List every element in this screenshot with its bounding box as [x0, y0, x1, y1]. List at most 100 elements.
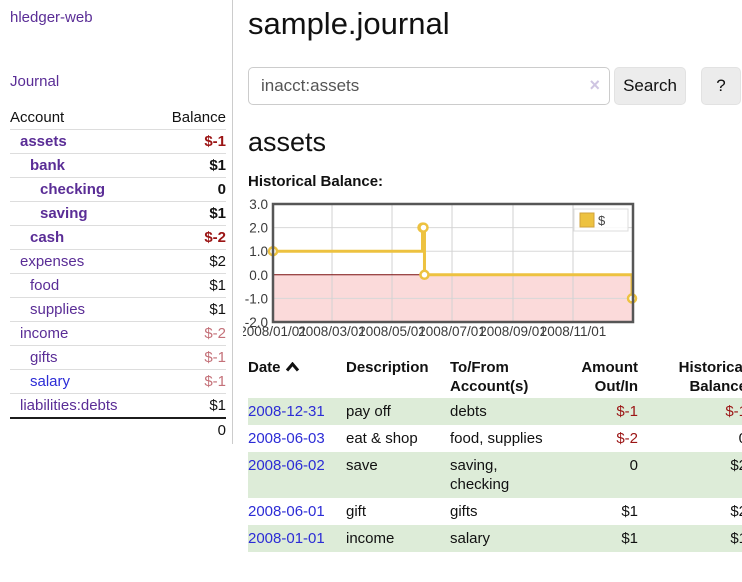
- historical-balance-chart: $3.0 2.0 1.0 0.0 -1.0 -2.0 2008/01/01 2008/03/0…: [243, 197, 742, 340]
- account-link-gifts[interactable]: gifts: [30, 349, 58, 366]
- transaction-balance: $1: [730, 530, 742, 547]
- accounts-total-row: 0: [10, 418, 226, 442]
- account-link-assets[interactable]: assets: [20, 133, 67, 150]
- svg-text:1.0: 1.0: [249, 244, 268, 259]
- transaction-accounts: saving, checking: [450, 457, 510, 493]
- page-title: sample.journal: [248, 6, 450, 41]
- account-link-cash[interactable]: cash: [30, 229, 65, 246]
- transaction-amount: $1: [621, 503, 638, 520]
- transaction-amount: $1: [621, 530, 638, 547]
- register-row: 2008-12-31 pay off debts $-1 $-1: [248, 398, 742, 425]
- account-link-income[interactable]: income: [20, 325, 69, 342]
- account-balance: $-1: [204, 373, 226, 390]
- sidebar: hledger-web Journal Account Balance asse…: [0, 0, 233, 444]
- svg-text:-2.0: -2.0: [245, 315, 268, 330]
- svg-text:2008/05/01: 2008/05/01: [358, 324, 426, 339]
- account-balance: $-2: [204, 325, 226, 342]
- transaction-date-link[interactable]: 2008-01-01: [248, 530, 325, 547]
- svg-text:2008/07/01: 2008/07/01: [418, 324, 486, 339]
- register-row: 2008-01-01 income salary $1 $1: [248, 525, 742, 552]
- svg-text:2.0: 2.0: [249, 221, 268, 236]
- main-content: sample.journal × Search ? assets Histori…: [243, 0, 742, 552]
- account-row: gifts $-1: [10, 345, 226, 370]
- accounts-header-row: Account Balance: [10, 106, 226, 130]
- transaction-amount: $-2: [616, 430, 638, 447]
- search-input[interactable]: [248, 67, 610, 105]
- sidebar-item-journal[interactable]: Journal: [10, 73, 60, 90]
- account-row: liabilities:debts $1: [10, 393, 226, 419]
- register-row: 2008-06-01 gift gifts $1 $2: [248, 498, 742, 525]
- svg-text:2008/01/01: 2008/01/01: [243, 324, 307, 339]
- accounts-total-value: 0: [217, 422, 226, 439]
- transaction-accounts: food, supplies: [450, 430, 543, 447]
- register-header-amount: Amount Out/In: [581, 359, 638, 395]
- register-header-row: Date Description To/From Account(s) Amou…: [248, 356, 742, 398]
- svg-text:2008/03/01: 2008/03/01: [298, 324, 366, 339]
- transaction-balance: $2: [730, 503, 742, 520]
- account-balance: $1: [209, 205, 226, 222]
- account-link-salary[interactable]: salary: [30, 373, 71, 390]
- clear-search-icon[interactable]: ×: [589, 75, 600, 95]
- account-balance: $-1: [204, 133, 226, 150]
- transaction-balance: 0: [643, 425, 742, 452]
- account-row: checking 0: [10, 177, 226, 202]
- transaction-date-link[interactable]: 2008-06-03: [248, 430, 325, 447]
- transaction-description: pay off: [346, 403, 391, 420]
- app-title-link[interactable]: hledger-web: [10, 9, 93, 26]
- register-table: Date Description To/From Account(s) Amou…: [248, 356, 742, 552]
- account-row: bank $1: [10, 153, 226, 178]
- svg-text:2008/11/01: 2008/11/01: [540, 324, 607, 339]
- svg-text:$: $: [598, 213, 606, 228]
- account-link-liabilities-debts[interactable]: liabilities:debts: [20, 397, 118, 414]
- account-row: food $1: [10, 273, 226, 298]
- account-balance: 0: [217, 181, 226, 198]
- account-link-bank[interactable]: bank: [30, 157, 66, 174]
- chart-title: Historical Balance:: [248, 173, 384, 190]
- account-heading: assets: [248, 127, 327, 157]
- account-balance: $-1: [204, 349, 226, 366]
- register-header-accounts: To/From Account(s): [450, 359, 529, 395]
- svg-text:-1.0: -1.0: [245, 291, 268, 306]
- account-balance: $1: [209, 277, 226, 294]
- account-balance: $1: [209, 157, 226, 174]
- account-row: supplies $1: [10, 297, 226, 322]
- transaction-accounts: gifts: [450, 503, 478, 520]
- search-bar: × Search ?: [248, 67, 742, 105]
- transaction-date-link[interactable]: 2008-12-31: [248, 403, 325, 420]
- svg-text:0.0: 0.0: [249, 268, 268, 283]
- search-button[interactable]: Search: [614, 67, 686, 105]
- account-link-checking[interactable]: checking: [40, 181, 106, 198]
- register-row: 2008-06-02 save saving, checking 0 $2: [248, 452, 742, 498]
- account-row: expenses $2: [10, 249, 226, 274]
- account-row: income $-2: [10, 321, 226, 346]
- register-header-description: Description: [346, 359, 429, 376]
- register-header-balance: Historical Balance: [678, 359, 742, 395]
- transaction-description: eat & shop: [346, 430, 418, 447]
- account-row: saving $1: [10, 201, 226, 226]
- transaction-accounts: debts: [450, 403, 487, 420]
- register-header-date[interactable]: Date: [248, 356, 346, 398]
- svg-text:3.0: 3.0: [249, 197, 268, 212]
- account-link-saving[interactable]: saving: [40, 205, 88, 222]
- transaction-date-link[interactable]: 2008-06-01: [248, 503, 325, 520]
- transaction-amount: $-1: [616, 403, 638, 420]
- account-balance: $1: [209, 397, 226, 414]
- svg-text:2008/09/01: 2008/09/01: [479, 324, 547, 339]
- account-balance: $2: [209, 253, 226, 270]
- accounts-header-balance: Balance: [171, 109, 226, 126]
- accounts-table: Account Balance assets $-1 bank $1 checking 0…: [10, 106, 226, 442]
- account-balance: $-2: [204, 229, 226, 246]
- transaction-description: income: [346, 530, 395, 547]
- chevron-up-icon: [285, 358, 300, 377]
- transaction-balance: $2: [730, 457, 742, 474]
- register-row: 2008-06-03 eat & shop food, supplies $-2 0: [248, 425, 742, 452]
- transaction-date-link[interactable]: 2008-06-02: [248, 457, 325, 474]
- account-link-food[interactable]: food: [30, 277, 60, 294]
- account-link-expenses[interactable]: expenses: [20, 253, 85, 270]
- account-link-supplies[interactable]: supplies: [30, 301, 86, 318]
- help-button[interactable]: ?: [701, 67, 741, 105]
- transaction-description: save: [346, 457, 378, 474]
- transaction-balance: $-1: [725, 403, 742, 420]
- transaction-description: gift: [346, 503, 367, 520]
- account-balance: $1: [209, 301, 226, 318]
